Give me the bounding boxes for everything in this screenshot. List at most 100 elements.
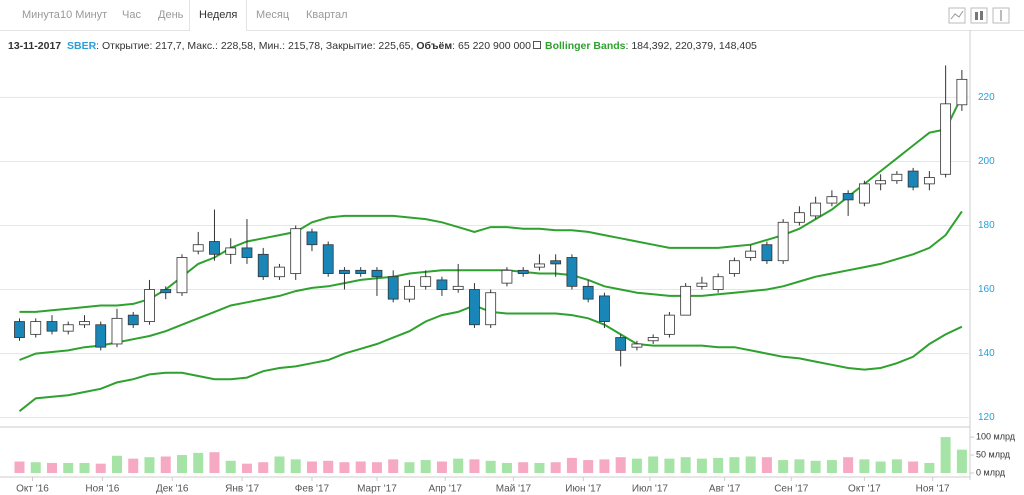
volume-bar [518, 462, 529, 473]
candle-body [647, 337, 659, 342]
candle-body [680, 285, 692, 316]
ohlc-info: 13-11-2017 SBER: Открытие: 217,7, Макс.:… [8, 40, 757, 52]
x-tick-label: Авг '17 [709, 484, 741, 495]
y-tick-label: 220 [978, 92, 995, 103]
candle-body [290, 228, 302, 274]
candle-body [387, 276, 399, 300]
volume-bar [79, 462, 90, 473]
candle-body [599, 295, 610, 322]
volume-bar [420, 460, 431, 473]
volume-bar [794, 459, 805, 473]
volume-bar [144, 457, 155, 473]
volume-bar [371, 462, 382, 473]
candle-body [582, 285, 594, 300]
indicator-values: : 184,392, 220,379, 148,405 [625, 40, 757, 52]
volume-bar [615, 457, 626, 473]
volume-bar [875, 461, 886, 473]
chart: 120 140 160 180 200 220 0 млрд 50 млрд 100 млрд О… [0, 30, 1016, 495]
tab[interactable]: Квартал [306, 9, 348, 21]
volume-bar [323, 460, 334, 473]
x-tick-label: Фев '17 [295, 484, 330, 495]
volume-bar [648, 456, 659, 473]
volume-bar [128, 458, 139, 473]
volume-bar [193, 452, 204, 473]
y-tick-label: 160 [978, 284, 995, 295]
candle-body [501, 269, 513, 284]
volume-bar [63, 462, 74, 473]
candle-body [469, 289, 480, 326]
volume-bar [485, 460, 496, 473]
volume-bar [30, 462, 41, 473]
candle-icon[interactable] [970, 7, 988, 24]
candle-body [371, 269, 383, 278]
candle-body [111, 317, 123, 345]
candle-body [712, 276, 724, 290]
candle-body [209, 241, 220, 255]
volume-bar [160, 456, 171, 473]
volume-bar [339, 462, 350, 473]
y-tick-label: 140 [978, 348, 995, 359]
volume-bar [908, 461, 919, 473]
volume-tick-label: 100 млрд [976, 431, 1016, 441]
volume-bar [956, 449, 967, 473]
x-tick-label: Май '17 [496, 484, 532, 495]
volume-value: : 65 220 900 000 [452, 40, 531, 52]
line-icon[interactable] [948, 7, 966, 24]
volume-bar [713, 457, 724, 473]
candle-body [452, 285, 464, 290]
x-tick-label: Дек '16 [156, 484, 189, 495]
volume-bar [225, 460, 236, 473]
volume-tick-label: 50 млрд [976, 449, 1011, 459]
candle-body [923, 177, 935, 185]
candle-body [306, 231, 318, 246]
candle-body [842, 193, 854, 201]
volume-bar [453, 458, 464, 473]
candle-body [793, 212, 805, 223]
tab[interactable]: Час [122, 9, 141, 21]
candle-body [79, 321, 90, 326]
volume-bar [664, 458, 675, 473]
candle-body [907, 170, 919, 188]
volume-tick-label: 0 млрд [976, 467, 1006, 477]
tab[interactable]: День [158, 9, 184, 21]
volume-bar [501, 462, 512, 473]
volume-bar [729, 457, 740, 473]
x-tick-label: Март '17 [357, 484, 397, 495]
chart-type-icons [948, 7, 1010, 24]
date: 13-11-2017 [8, 40, 62, 52]
candle-body [550, 260, 562, 265]
candle-body [956, 78, 968, 106]
candle-body [436, 279, 448, 290]
tab[interactable]: 10 Минут [60, 9, 108, 21]
tab[interactable]: Минута [22, 9, 60, 21]
volume-bar [745, 456, 756, 473]
candle-icon-glyph [975, 12, 978, 20]
volume-bar [566, 457, 577, 473]
volume-bar [940, 437, 951, 473]
x-tick-label: Апр '17 [428, 484, 462, 495]
candle-body [95, 324, 107, 348]
bollinger-middle [19, 210, 963, 361]
candle-body [858, 183, 870, 204]
candle-body [46, 321, 58, 332]
volume-bar [241, 463, 252, 473]
volume-bar [761, 457, 772, 473]
y-tick-label: 180 [978, 220, 995, 231]
volume-bar [14, 461, 25, 473]
tab[interactable]: Месяц [256, 9, 290, 21]
candle-body [534, 263, 545, 268]
volume-bar [859, 459, 870, 473]
candle-icon-glyph [980, 11, 983, 20]
ohlc-values: : Открытие: 217,7, Макс.: 228,58, Мин.: … [96, 40, 414, 52]
candle-body [566, 257, 578, 287]
tab[interactable]: Неделя [189, 0, 248, 31]
volume-bar [810, 460, 821, 473]
candle-body [875, 180, 887, 185]
checkbox[interactable] [532, 41, 541, 49]
x-tick-label: Янв '17 [225, 484, 259, 495]
bar-icon[interactable] [992, 7, 1010, 24]
candle-body [144, 289, 155, 322]
candle-body [940, 103, 952, 175]
y-tick-label: 120 [978, 412, 995, 423]
